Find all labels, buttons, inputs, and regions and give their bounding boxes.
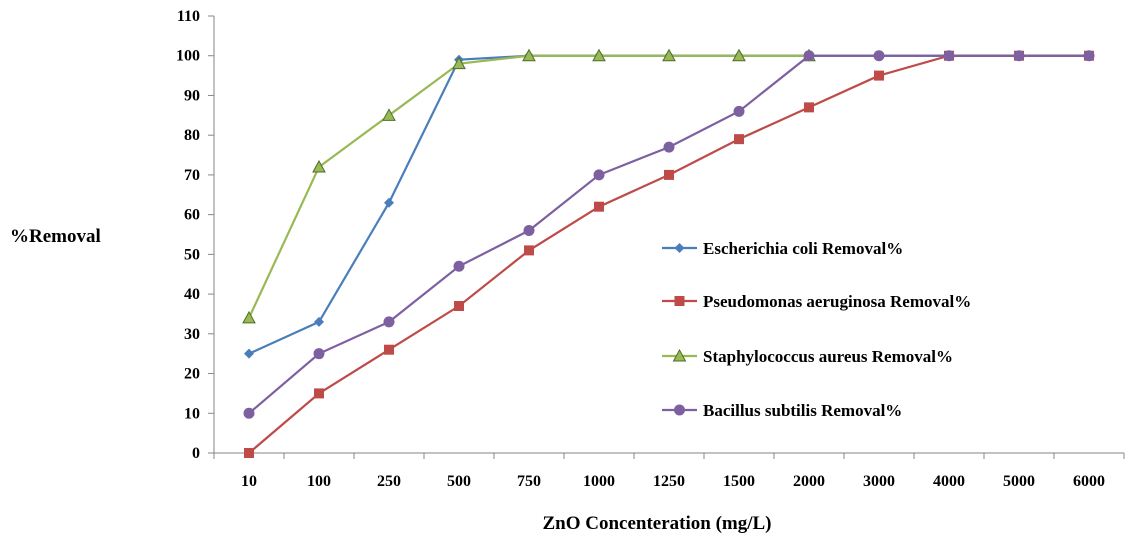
legend-label: Staphylococcus aureus Removal% xyxy=(703,347,953,366)
series-2 xyxy=(242,48,816,324)
data-point xyxy=(244,448,254,458)
x-axis-title: ZnO Concenteration (mg/L) xyxy=(542,513,771,534)
data-point xyxy=(874,70,884,81)
x-tick-label: 6000 xyxy=(1073,473,1105,490)
y-tick-label: 80 xyxy=(184,127,200,144)
data-point xyxy=(733,105,745,117)
legend-label: Pseudomonas aeruginosa Removal% xyxy=(703,292,971,311)
x-tick-label: 1500 xyxy=(723,473,755,490)
legend-label: Bacillus subtilis Removal% xyxy=(703,401,902,420)
data-point xyxy=(312,159,326,173)
data-point xyxy=(803,50,815,62)
data-point xyxy=(383,316,395,328)
series-layer xyxy=(242,48,1095,458)
data-point xyxy=(524,245,534,256)
y-tick-label: 50 xyxy=(184,246,200,263)
data-point xyxy=(1013,50,1025,62)
data-point xyxy=(593,169,605,181)
data-point xyxy=(943,50,955,62)
data-point xyxy=(314,388,324,399)
data-point xyxy=(804,102,814,113)
x-tick-label: 2000 xyxy=(793,473,825,490)
series-1 xyxy=(244,50,1094,458)
data-point xyxy=(732,48,746,62)
legend-item: Bacillus subtilis Removal% xyxy=(662,401,902,420)
y-tick-label: 60 xyxy=(184,207,200,224)
y-tick-label: 30 xyxy=(184,326,200,343)
data-point xyxy=(243,407,255,419)
y-tick-label: 100 xyxy=(176,48,200,65)
y-tick-label: 10 xyxy=(184,405,200,422)
data-point xyxy=(313,348,325,360)
data-point xyxy=(594,201,604,212)
data-point xyxy=(663,141,675,153)
series-3 xyxy=(243,50,1095,419)
x-tick-label: 10 xyxy=(241,473,257,490)
x-tick-label: 100 xyxy=(307,473,331,490)
legend-marker xyxy=(674,296,685,306)
data-point xyxy=(664,169,674,180)
data-point xyxy=(384,197,394,208)
y-tick-label: 70 xyxy=(184,167,200,184)
data-point xyxy=(522,48,536,62)
series-0 xyxy=(244,50,1094,359)
legend: Escherichia coli Removal% Pseudomonas aer… xyxy=(662,239,971,420)
data-point xyxy=(452,56,466,70)
x-tick-label: 1250 xyxy=(653,473,685,490)
legend-item: Pseudomonas aeruginosa Removal% xyxy=(662,292,971,311)
x-tick-label: 5000 xyxy=(1003,473,1035,490)
y-tick-label: 90 xyxy=(184,87,200,104)
y-tick-label: 110 xyxy=(177,8,200,25)
series-line xyxy=(248,54,1089,454)
data-point xyxy=(1083,50,1095,62)
legend-marker xyxy=(672,348,687,362)
data-point xyxy=(382,108,396,121)
y-axis-title: %Removal xyxy=(10,226,101,247)
data-point xyxy=(523,225,535,237)
legend-label: Escherichia coli Removal% xyxy=(703,239,903,258)
y-tick-label: 0 xyxy=(192,445,200,462)
x-tick-label: 500 xyxy=(447,473,471,490)
data-point xyxy=(314,316,324,327)
y-tick-label: 40 xyxy=(184,286,200,303)
x-tick-label: 1000 xyxy=(583,473,615,490)
x-tick-label: 750 xyxy=(517,473,541,490)
series-line xyxy=(248,54,809,319)
x-tick-label: 250 xyxy=(377,473,401,490)
legend-marker xyxy=(674,243,685,253)
x-tick-label: 3000 xyxy=(863,473,895,490)
x-tick-label: 4000 xyxy=(933,473,965,490)
data-point xyxy=(873,50,885,62)
data-point xyxy=(734,134,744,145)
legend-item: Staphylococcus aureus Removal% xyxy=(662,347,953,366)
axes: 0 10 20 30 40 50 60 70 80 90 100 110 10 100 250 500 750 1… xyxy=(176,8,1125,490)
y-tick-label: 20 xyxy=(184,366,200,383)
data-point xyxy=(244,348,254,359)
legend-marker xyxy=(674,404,685,416)
data-point xyxy=(454,301,464,312)
data-point xyxy=(662,48,676,62)
data-point xyxy=(384,344,394,355)
data-point xyxy=(453,260,465,272)
data-point xyxy=(242,310,256,324)
data-point xyxy=(592,48,606,62)
legend-item: Escherichia coli Removal% xyxy=(662,239,903,258)
